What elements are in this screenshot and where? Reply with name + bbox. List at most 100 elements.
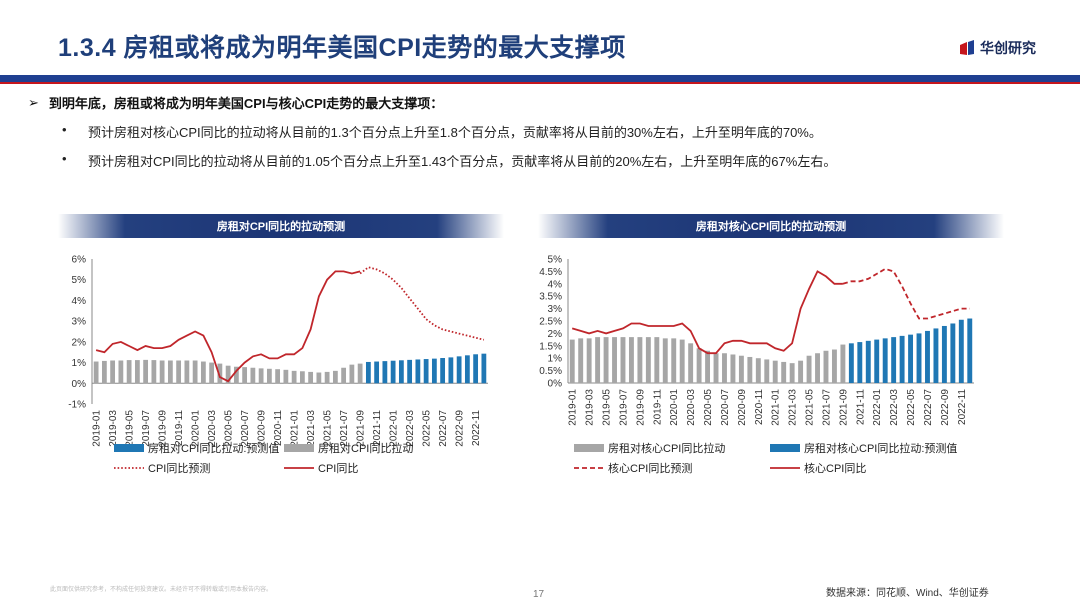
- bar: [159, 360, 165, 384]
- bar: [738, 355, 744, 383]
- bar: [464, 355, 470, 384]
- bar: [671, 338, 677, 383]
- bar: [958, 319, 964, 383]
- bar: [365, 361, 371, 384]
- bar: [110, 360, 116, 384]
- bar: [569, 339, 575, 383]
- bar: [440, 358, 446, 384]
- x-tick-label: 2019-11: [174, 410, 185, 446]
- x-tick-label: 2019-03: [585, 389, 596, 426]
- legend-label: CPI同比预测: [148, 462, 210, 475]
- data-source: 数据来源：同花顺、Wind、华创证券: [826, 588, 989, 599]
- bar: [662, 338, 668, 383]
- bullet-item: • 预计房租对核心CPI同比的拉动将从目前的1.3个百分点上升至1.8个百分点，…: [62, 122, 822, 141]
- y-tick-label: 3.5%: [539, 292, 562, 303]
- bar: [679, 339, 685, 383]
- legend-label: 房租对CPI同比拉动:预测值: [148, 441, 279, 455]
- x-tick-label: 2020-11: [273, 410, 284, 446]
- x-tick-label: 2019-11: [652, 389, 663, 425]
- bar: [167, 360, 173, 384]
- y-tick-label: 5%: [72, 275, 87, 286]
- bullet-text: 预计房租对核心CPI同比的拉动将从目前的1.3个百分点上升至1.8个百分点，贡献…: [88, 125, 822, 140]
- x-tick-label: 2019-09: [635, 389, 646, 426]
- headline: ➢ 到明年底，房租或将成为明年美国CPI与核心CPI走势的最大支撑项：: [28, 93, 443, 112]
- bar: [772, 360, 778, 383]
- bar: [755, 358, 761, 383]
- bar: [151, 360, 157, 384]
- x-tick-label: 2022-07: [438, 410, 449, 447]
- bar: [908, 334, 914, 383]
- y-tick-label: -1%: [68, 400, 86, 411]
- bar: [696, 348, 702, 383]
- legend-swatch: [284, 444, 314, 452]
- x-tick-label: 2021-11: [372, 410, 383, 446]
- bar: [431, 358, 437, 384]
- x-tick-label: 2020-01: [191, 410, 202, 447]
- x-tick-label: 2020-07: [720, 389, 731, 426]
- bar: [324, 371, 330, 384]
- bar: [209, 362, 215, 384]
- y-tick-label: 3%: [548, 304, 563, 315]
- bar: [831, 349, 837, 383]
- bar: [407, 359, 413, 384]
- bar: [586, 338, 592, 383]
- x-tick-label: 2021-07: [821, 389, 832, 426]
- bar: [645, 337, 651, 383]
- bar: [423, 359, 429, 384]
- y-tick-label: 2%: [548, 329, 563, 340]
- bar: [789, 363, 795, 383]
- x-tick-label: 2021-05: [805, 389, 816, 426]
- bar: [798, 360, 804, 383]
- bar: [705, 350, 711, 383]
- bar: [637, 337, 643, 383]
- bar: [941, 325, 947, 383]
- y-tick-label: 1%: [72, 358, 87, 369]
- chart-cpi-rent: -1% 0% 1% 2% 3% 4% 5% 6% 2019-01 2019-03 2019-05 20…: [68, 255, 488, 475]
- brand-logo-icon: [960, 40, 974, 55]
- bar: [200, 361, 206, 384]
- y-tick-label: 0.5%: [539, 366, 562, 377]
- bar: [126, 360, 132, 384]
- series-line: [842, 267, 970, 320]
- x-tick-label: 2020-11: [754, 389, 765, 425]
- bar: [101, 360, 107, 384]
- bar: [848, 343, 854, 383]
- bar: [730, 354, 736, 383]
- series-line: [359, 266, 485, 341]
- x-tick-label: 2022-11: [957, 389, 968, 425]
- bar: [184, 360, 190, 384]
- bar: [925, 330, 930, 383]
- y-tick-label: 4%: [548, 279, 563, 290]
- y-tick-label: 4.5%: [539, 267, 562, 278]
- headline-text: 到明年底，房租或将成为明年美国CPI与核心CPI走势的最大支撑项：: [48, 96, 444, 111]
- bar: [390, 360, 396, 384]
- x-tick-label: 2021-01: [290, 410, 301, 447]
- x-tick-label: 2021-07: [339, 410, 350, 447]
- bar: [933, 328, 939, 383]
- bar: [258, 368, 264, 384]
- bar: [713, 353, 719, 383]
- bar: [357, 363, 363, 384]
- series-line: [95, 270, 361, 383]
- legend-label: 房租对核心CPI同比拉动:预测值: [804, 441, 957, 455]
- bar: [481, 353, 487, 384]
- bar: [899, 335, 905, 383]
- y-tick-label: 4%: [72, 296, 87, 307]
- x-tick-label: 2019-01: [568, 389, 579, 426]
- x-tick-label: 2020-03: [207, 410, 218, 447]
- bar: [398, 360, 404, 384]
- bar: [916, 333, 922, 383]
- bar: [764, 359, 770, 383]
- bar: [448, 357, 454, 384]
- x-tick-label: 2021-03: [788, 389, 799, 426]
- bar: [316, 372, 322, 384]
- bar: [118, 360, 124, 384]
- bar: [291, 370, 297, 384]
- bullet-dot-icon: •: [62, 122, 67, 137]
- x-tick-label: 2021-05: [323, 410, 334, 447]
- bullet-item: • 预计房租对CPI同比的拉动将从目前的1.05个百分点上升至1.43个百分点，…: [62, 151, 836, 170]
- page-number: 17: [533, 589, 545, 600]
- bar: [473, 354, 479, 384]
- x-tick-label: 2020-05: [703, 389, 714, 426]
- legend-swatch: [114, 444, 144, 452]
